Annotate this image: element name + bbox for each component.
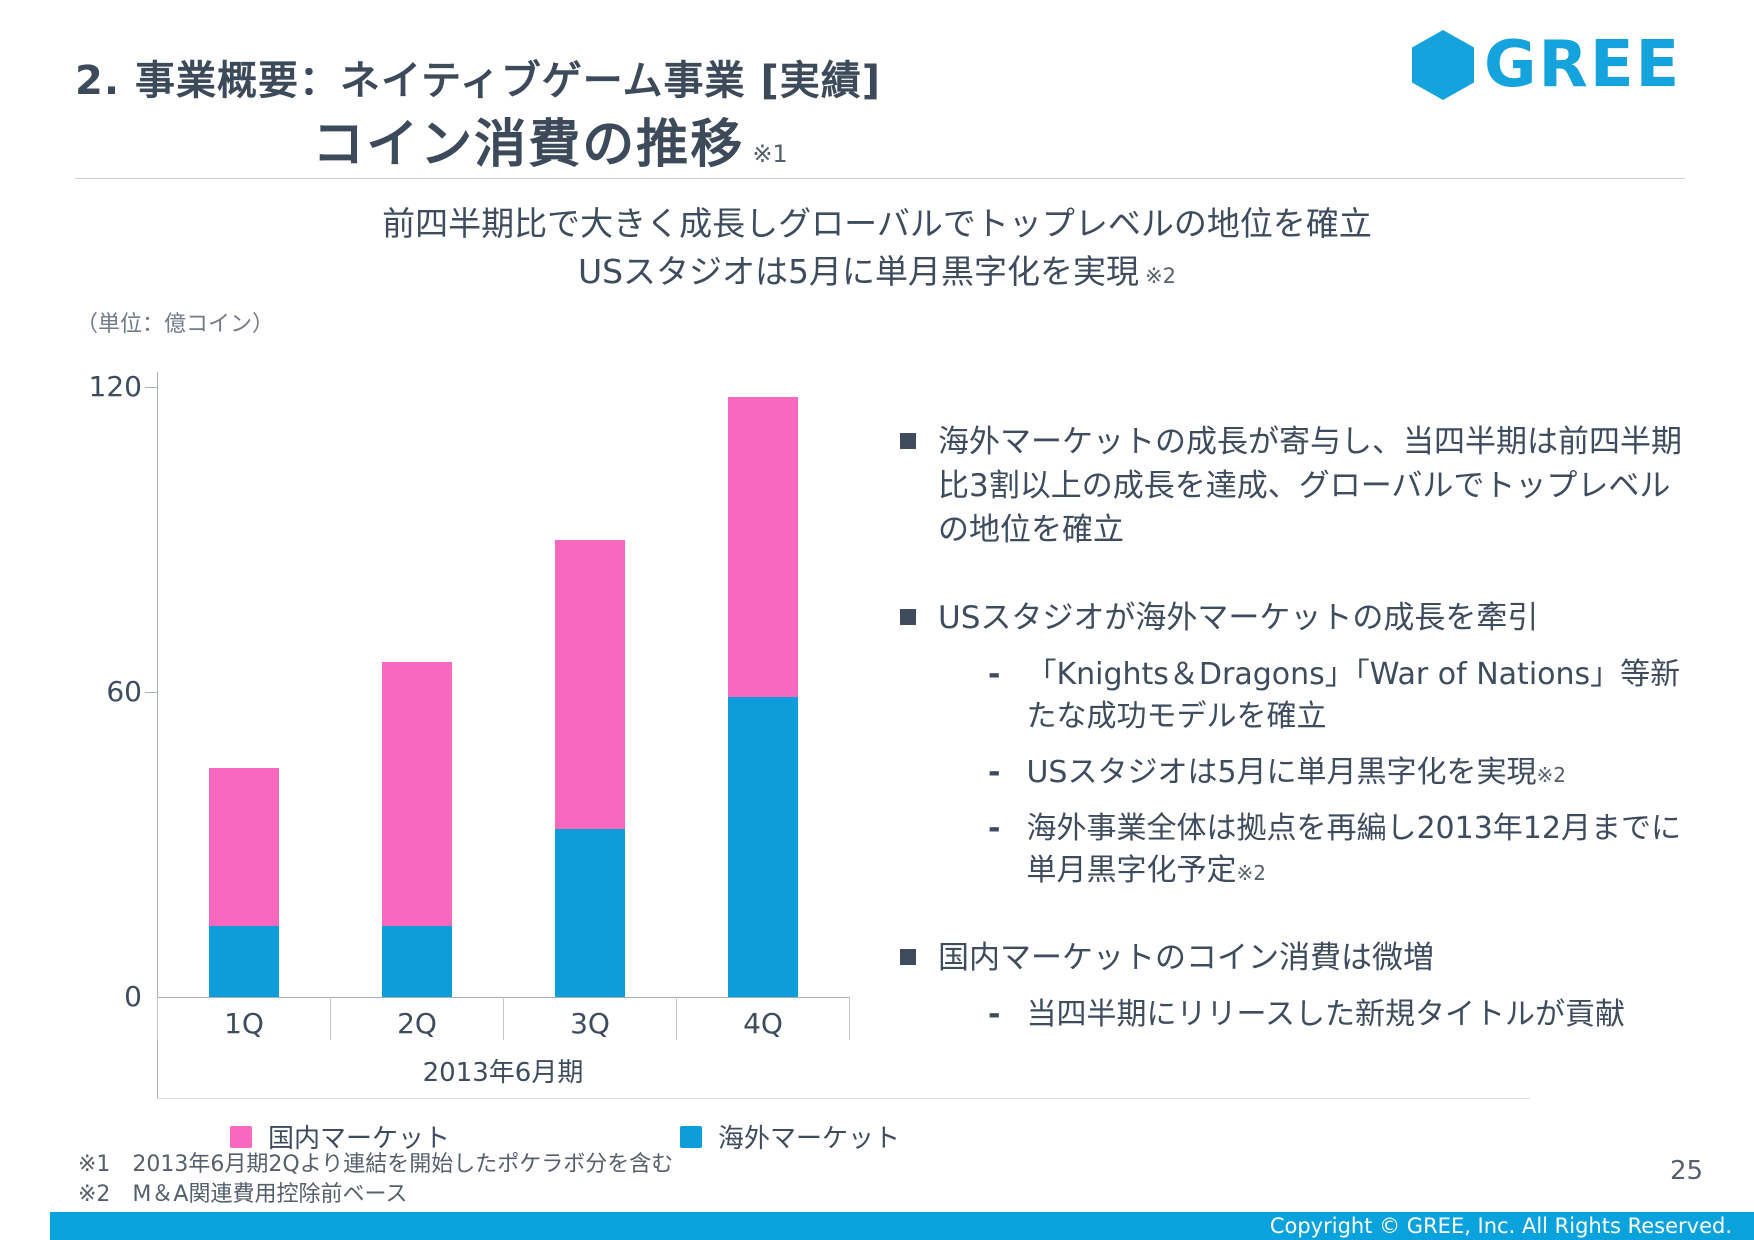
x-tick-label-4q: 4Q	[677, 997, 850, 1040]
chart-unit-label: （単位：億コイン）	[76, 312, 275, 337]
key-message-line2-text: USスタジオは5月に単月黒字化を実現	[577, 251, 1140, 291]
spacer	[900, 552, 1700, 596]
footnote-2: ※2 M＆A関連費用控除前ベース	[78, 1181, 408, 1207]
page-title-block: コイン消費の推移 ※1	[0, 102, 1100, 177]
y-tick-mark-120	[145, 387, 157, 388]
dash-icon: -	[988, 755, 1001, 791]
footnote-marker: ※2	[1536, 763, 1567, 788]
chart-legend: 国内マーケット 海外マーケット	[230, 1118, 900, 1155]
text: 「Knights＆Dragons」「War of Nations」等新たな成功モ…	[1026, 657, 1681, 735]
y-tick-label-0: 0	[124, 980, 142, 1013]
bar-overseas-2q	[381, 925, 452, 997]
bar-overseas-4q	[727, 697, 798, 997]
sub-bullet-us-profit: - USスタジオは5月に単月黒字化を実現※2	[988, 752, 1700, 794]
bullet-square-icon	[900, 609, 916, 626]
sub-bullet-knights-dragons: - 「Knights＆Dragons」「War of Nations」等新たな成…	[988, 654, 1700, 738]
bullet-domestic: 国内マーケットのコイン消費は微増	[900, 936, 1700, 980]
bullet-overseas-growth-text: 海外マーケットの成長が寄与し、当四半期は前四半期比3割以上の成長を達成、グローバ…	[938, 424, 1682, 549]
page-title-footnote-marker: ※1	[752, 140, 788, 168]
key-message-line1: 前四半期比で大きく成長しグローバルでトップレベルの地位を確立	[382, 204, 1372, 243]
sub-bullet-restructure: - 海外事業全体は拠点を再編し2013年12月までに単月黒字化予定※2	[988, 808, 1700, 892]
y-tick-label-120: 120	[88, 370, 142, 403]
x-axis-category-row: 1Q 2Q 3Q 4Q	[157, 997, 850, 1040]
commentary-panel: 海外マーケットの成長が寄与し、当四半期は前四半期比3割以上の成長を達成、グローバ…	[900, 420, 1700, 1036]
key-message-footnote-marker: ※2	[1145, 263, 1177, 288]
legend-swatch-domestic	[230, 1125, 252, 1148]
footnote-marker: ※2	[1236, 861, 1266, 886]
legend-swatch-overseas	[680, 1125, 703, 1148]
x-axis-group-label: 2013年6月期	[422, 1058, 584, 1088]
dash-icon: -	[988, 811, 1001, 847]
dash-icon: -	[988, 657, 1001, 693]
spacer	[900, 892, 1700, 936]
y-axis-line	[157, 372, 158, 1098]
bar-overseas-3q	[554, 829, 625, 997]
text: USスタジオは5月に単月黒字化を実現	[1026, 755, 1537, 791]
key-message: 前四半期比で大きく成長しグローバルでトップレベルの地位を確立 USスタジオは5月…	[0, 200, 1754, 296]
legend-item-domestic: 国内マーケット	[230, 1118, 450, 1155]
sub-bullet-knights-dragons-text: 「Knights＆Dragons」「War of Nations」等新たな成功モ…	[1026, 654, 1700, 738]
bullet-square-icon	[900, 433, 916, 449]
sub-bullet-restructure-text: 海外事業全体は拠点を再編し2013年12月までに単月黒字化予定※2	[1026, 808, 1700, 892]
bullet-overseas-growth: 海外マーケットの成長が寄与し、当四半期は前四半期比3割以上の成長を達成、グローバ…	[900, 420, 1700, 552]
dash-icon: -	[988, 997, 1001, 1033]
bullet-square-icon	[900, 949, 916, 966]
bullet-us-studio: USスタジオが海外マーケットの成長を牽引	[900, 596, 1700, 640]
legend-label-overseas: 海外マーケット	[718, 1124, 901, 1154]
chart-plot	[157, 387, 849, 997]
legend-item-overseas: 海外マーケット	[680, 1118, 900, 1155]
text: 当四半期にリリースした新規タイトルが貢献	[1026, 997, 1625, 1033]
text: 海外事業全体は拠点を再編し2013年12月までに単月黒字化予定	[1026, 811, 1681, 889]
bullet-domestic-text: 国内マーケットのコイン消費は微増	[938, 940, 1434, 977]
footnotes: ※1 2013年6月期2Qより連結を開始したポケラボ分を含む ※2 M＆A関連費…	[78, 1150, 673, 1209]
bullet-us-studio-text: USスタジオが海外マーケットの成長を牽引	[938, 600, 1539, 637]
sub-bullet-us-profit-text: USスタジオは5月に単月黒字化を実現※2	[1026, 752, 1566, 794]
x-tick-label-1q: 1Q	[158, 997, 331, 1040]
key-message-line2: USスタジオは5月に単月黒字化を実現 ※2	[0, 248, 1754, 296]
x-tick-label-2q: 2Q	[331, 997, 504, 1040]
copyright-text: Copyright © GREE, Inc. All Rights Reserv…	[1269, 1214, 1732, 1238]
chart-bottom-divider	[157, 1098, 1530, 1099]
section-title: 2. 事業概要：ネイティブゲーム事業 [実績]	[75, 58, 882, 104]
y-tick-mark-60	[145, 692, 157, 693]
footer-bar: Copyright © GREE, Inc. All Rights Reserv…	[50, 1212, 1754, 1240]
sub-bullet-new-titles-text: 当四半期にリリースした新規タイトルが貢献	[1026, 994, 1625, 1036]
x-tick-label-3q: 3Q	[504, 997, 677, 1040]
gree-hexagon-icon	[1412, 30, 1474, 100]
page-number: 25	[1670, 1156, 1704, 1186]
legend-label-domestic: 国内マーケット	[268, 1124, 451, 1154]
sub-bullet-new-titles: - 当四半期にリリースした新規タイトルが貢献	[988, 994, 1700, 1036]
gree-logo-text: GREE	[1484, 28, 1682, 102]
header-divider	[75, 178, 1685, 179]
bar-overseas-1q	[208, 925, 279, 997]
y-tick-label-60: 60	[106, 675, 142, 708]
page-title: コイン消費の推移	[312, 115, 745, 175]
footnote-1: ※1 2013年6月期2Qより連結を開始したポケラボ分を含む	[78, 1152, 674, 1177]
gree-logo: GREE	[1412, 30, 1681, 100]
